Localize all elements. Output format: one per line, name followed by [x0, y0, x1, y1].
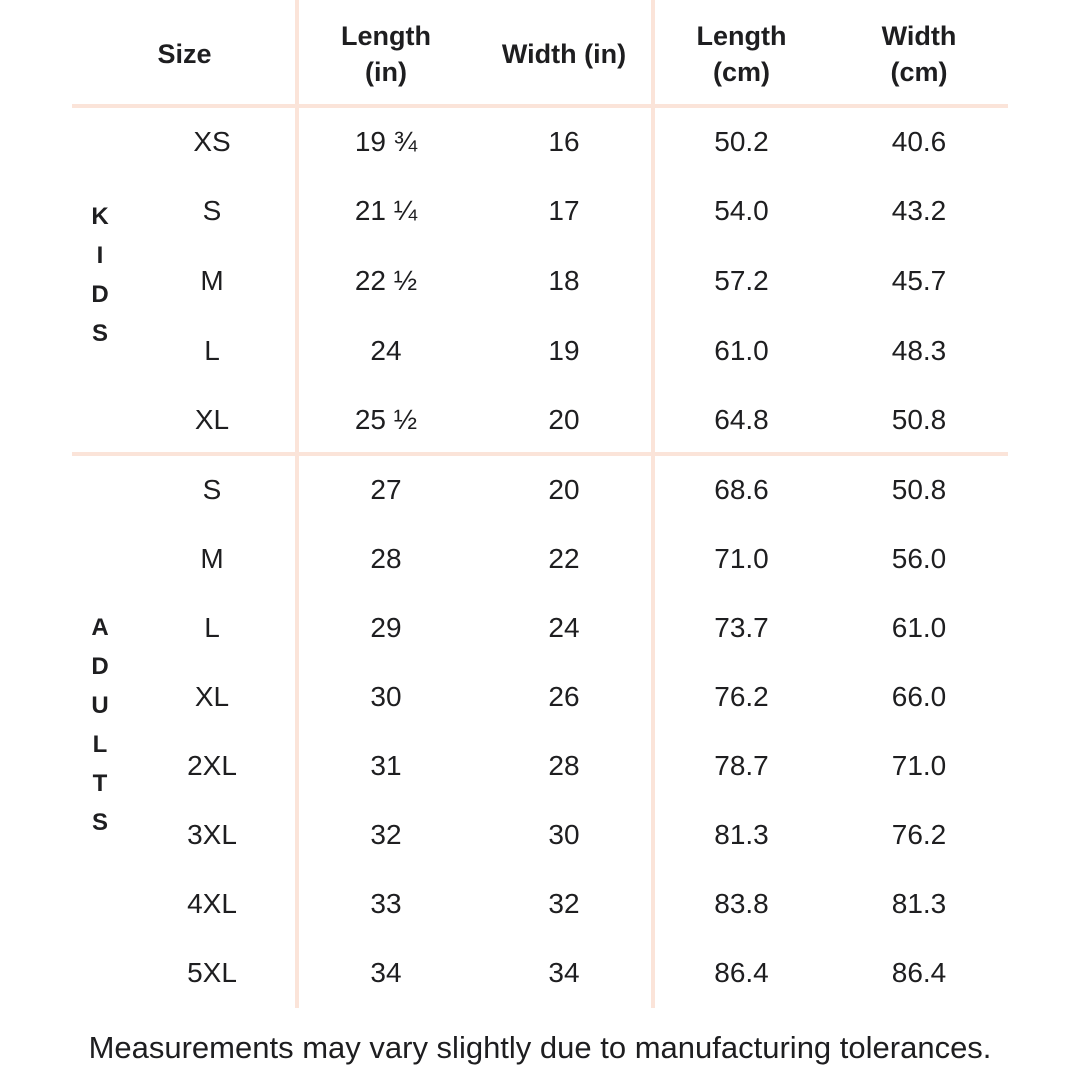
cell-size: S — [202, 195, 222, 227]
cell-width-in: 18 — [548, 264, 580, 296]
cell-width-cm: 71.0 — [891, 749, 947, 781]
cell-width-in: 34 — [548, 957, 580, 989]
cell-length-in: 29 — [370, 611, 402, 643]
vertical-divider-inches — [295, 0, 299, 1008]
cell-length-in: 21 ¼ — [354, 195, 418, 227]
cell-length-in: 33 — [370, 888, 402, 920]
cell-length-in: 31 — [370, 749, 402, 781]
column-header-width-in: Width (in) — [501, 38, 627, 69]
cell-width-cm: 48.3 — [891, 334, 947, 366]
group-label-kids: KIDS — [72, 107, 127, 455]
cell-size: 4XL — [187, 888, 237, 920]
column-header-size: Size — [157, 38, 212, 69]
cell-width-cm: 45.7 — [891, 264, 947, 296]
cell-width-in: 20 — [548, 473, 580, 505]
cell-length-cm: 61.0 — [714, 334, 769, 366]
cell-length-cm: 76.2 — [714, 680, 769, 712]
cell-size: L — [204, 334, 220, 366]
cell-width-in: 26 — [548, 680, 580, 712]
cell-width-cm: 50.8 — [891, 473, 947, 505]
cell-width-cm: 66.0 — [891, 680, 947, 712]
cell-width-cm: 86.4 — [891, 957, 947, 989]
cell-length-in: 30 — [370, 680, 402, 712]
cell-length-cm: 54.0 — [714, 195, 769, 227]
group-label-adults-text: ADULTS — [86, 614, 114, 849]
cell-length-in: 32 — [370, 818, 402, 850]
cell-size: 5XL — [187, 957, 237, 989]
cell-size: M — [200, 264, 224, 296]
column-header-length-in: Length (in) — [341, 20, 431, 87]
cell-width-in: 22 — [548, 542, 580, 574]
cell-width-cm: 61.0 — [891, 611, 947, 643]
kids-adults-divider — [72, 452, 1008, 456]
cell-length-cm: 86.4 — [714, 957, 769, 989]
cell-width-cm: 50.8 — [891, 404, 947, 436]
cell-size: XS — [193, 125, 231, 157]
cell-length-in: 27 — [370, 473, 402, 505]
cell-width-in: 17 — [548, 195, 580, 227]
cell-width-in: 28 — [548, 749, 580, 781]
cell-width-in: 30 — [548, 818, 580, 850]
cell-size: XL — [194, 404, 230, 436]
cell-width-in: 24 — [548, 611, 580, 643]
group-label-adults: ADULTS — [72, 455, 127, 1008]
cell-length-cm: 57.2 — [714, 264, 769, 296]
cell-length-in: 22 ½ — [354, 264, 418, 296]
cell-length-cm: 78.7 — [714, 749, 769, 781]
cell-width-in: 20 — [548, 404, 580, 436]
cell-length-cm: 71.0 — [714, 542, 769, 574]
cell-size: L — [204, 611, 220, 643]
cell-length-in: 34 — [370, 957, 402, 989]
cell-width-cm: 56.0 — [891, 542, 947, 574]
group-label-kids-text: KIDS — [86, 202, 114, 359]
cell-length-in: 25 ½ — [354, 404, 418, 436]
cell-length-cm: 81.3 — [714, 818, 769, 850]
cell-width-cm: 76.2 — [891, 818, 947, 850]
header-divider — [72, 104, 1008, 108]
cell-length-cm: 68.6 — [714, 473, 769, 505]
tolerance-note: Measurements may vary slightly due to ma… — [88, 1030, 992, 1065]
cell-width-cm: 81.3 — [891, 888, 947, 920]
cell-size: S — [202, 473, 222, 505]
cell-width-cm: 40.6 — [891, 125, 947, 157]
cell-length-cm: 64.8 — [714, 404, 769, 436]
cell-width-in: 19 — [548, 334, 580, 366]
cell-size: 2XL — [187, 749, 237, 781]
cell-width-cm: 43.2 — [891, 195, 947, 227]
cell-length-cm: 83.8 — [714, 888, 769, 920]
cell-length-in: 24 — [370, 334, 402, 366]
cell-length-in: 28 — [370, 542, 402, 574]
cell-length-cm: 73.7 — [714, 611, 769, 643]
column-header-length-cm: Length (cm) — [696, 20, 787, 87]
cell-size: XL — [194, 680, 230, 712]
cell-width-in: 16 — [548, 125, 580, 157]
cell-size: 3XL — [187, 818, 237, 850]
size-table: Size Length (in) Width (in) Length (cm) … — [72, 0, 1008, 1008]
cell-width-in: 32 — [548, 888, 580, 920]
column-header-width-cm: Width (cm) — [881, 20, 957, 87]
cell-size: M — [200, 542, 224, 574]
cell-length-in: 19 ¾ — [354, 125, 418, 157]
cell-length-cm: 50.2 — [714, 125, 769, 157]
vertical-divider-cm — [651, 0, 655, 1008]
